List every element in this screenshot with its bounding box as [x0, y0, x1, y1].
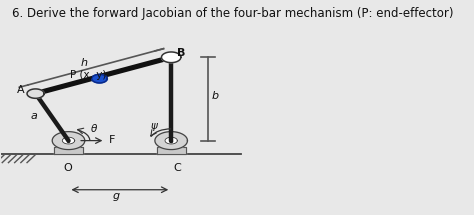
- Polygon shape: [165, 137, 177, 144]
- Text: A: A: [17, 84, 25, 95]
- Text: 6. Derive the forward Jacobian of the four-bar mechanism (P: end-effector): 6. Derive the forward Jacobian of the fo…: [12, 7, 454, 20]
- Text: C: C: [173, 163, 181, 172]
- Polygon shape: [54, 147, 83, 155]
- Polygon shape: [52, 132, 85, 150]
- Polygon shape: [156, 147, 186, 155]
- Text: O: O: [64, 163, 73, 172]
- Text: $\theta$: $\theta$: [90, 122, 98, 134]
- Polygon shape: [27, 89, 44, 98]
- Text: P (x, y): P (x, y): [71, 70, 107, 80]
- Polygon shape: [162, 52, 181, 63]
- Text: a: a: [31, 111, 37, 121]
- Text: h: h: [80, 58, 87, 68]
- Text: b: b: [212, 91, 219, 101]
- Text: B: B: [177, 48, 186, 58]
- Polygon shape: [92, 74, 107, 83]
- Text: $\psi$: $\psi$: [150, 121, 159, 133]
- Polygon shape: [62, 137, 75, 144]
- Text: g: g: [112, 191, 119, 201]
- Polygon shape: [155, 132, 187, 150]
- Text: F: F: [109, 135, 116, 145]
